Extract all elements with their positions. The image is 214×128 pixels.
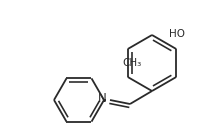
Text: N: N: [98, 93, 107, 105]
Text: HO: HO: [169, 29, 185, 39]
Text: CH₃: CH₃: [122, 58, 141, 68]
